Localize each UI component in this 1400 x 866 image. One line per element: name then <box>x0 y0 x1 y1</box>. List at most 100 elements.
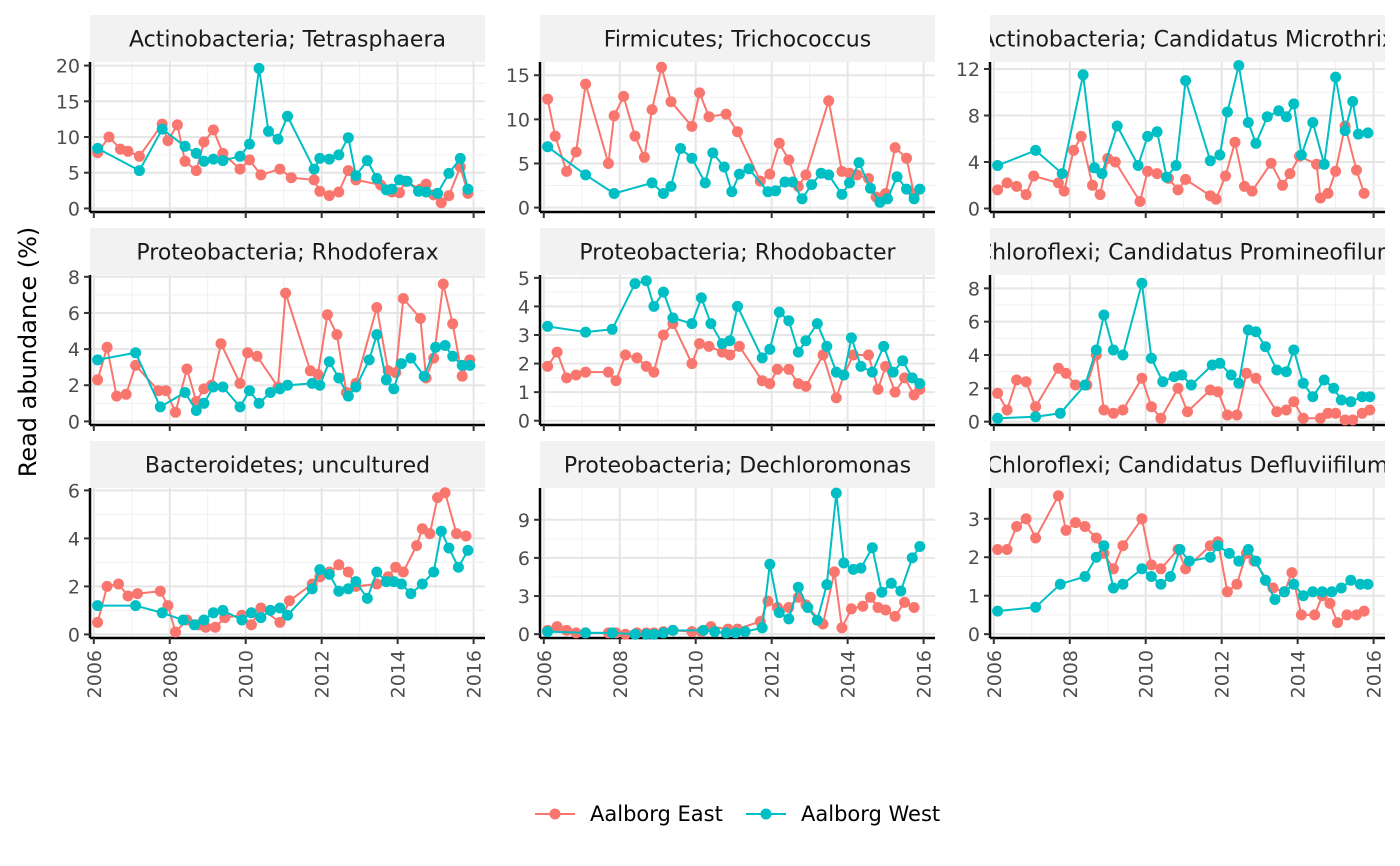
data-point <box>906 552 918 564</box>
data-point <box>350 576 362 588</box>
data-point <box>1335 394 1347 406</box>
data-point <box>133 150 145 162</box>
data-point <box>783 315 795 327</box>
data-point <box>443 542 455 554</box>
series-line <box>997 492 1365 625</box>
data-point <box>914 541 926 552</box>
data-point <box>1221 106 1233 118</box>
data-point <box>570 146 582 158</box>
data-point <box>542 360 554 372</box>
data-point <box>1352 128 1364 140</box>
data-point <box>170 626 181 638</box>
data-point <box>838 369 850 381</box>
data-point <box>823 95 835 107</box>
y-tick-label: 8 <box>968 105 980 127</box>
data-point <box>1155 412 1167 424</box>
y-tick-label: 5 <box>518 153 530 175</box>
data-point <box>306 583 318 595</box>
y-tick-label: 0 <box>968 199 980 221</box>
data-point <box>1335 582 1347 594</box>
data-point <box>380 374 392 386</box>
data-point <box>274 602 286 614</box>
data-point <box>640 360 652 372</box>
data-point <box>756 622 768 634</box>
y-tick-label: 4 <box>68 528 80 550</box>
data-point <box>1030 411 1042 423</box>
series-line <box>546 67 916 199</box>
data-point <box>1250 372 1262 384</box>
data-point <box>694 87 705 99</box>
y-tick-label: 20 <box>56 56 80 78</box>
data-point <box>342 583 354 595</box>
data-point <box>561 624 573 636</box>
data-point <box>188 619 200 631</box>
data-point <box>1280 111 1292 123</box>
data-point <box>435 525 447 537</box>
data-point <box>773 607 785 619</box>
data-point <box>1070 379 1081 391</box>
data-point <box>397 566 409 578</box>
data-point <box>897 355 909 367</box>
data-point <box>1136 513 1148 525</box>
data-point <box>1339 125 1351 137</box>
data-point <box>864 182 876 194</box>
data-point <box>561 165 573 177</box>
data-point <box>350 381 362 393</box>
data-point <box>245 607 257 619</box>
data-point <box>451 528 462 540</box>
data-point <box>889 610 901 622</box>
data-point <box>1225 369 1237 381</box>
data-point <box>1229 136 1241 148</box>
data-point <box>686 318 698 330</box>
data-point <box>405 588 417 600</box>
data-point <box>855 360 867 372</box>
data-point <box>1028 170 1040 182</box>
data-point <box>648 366 660 378</box>
panel-3: Actinobacteria; Candidatus Microthrix 0 4 8… <box>956 15 1385 221</box>
data-point <box>314 185 326 197</box>
data-point <box>602 158 614 169</box>
data-point <box>686 152 698 164</box>
data-point <box>1288 396 1300 408</box>
data-point <box>103 131 115 143</box>
data-point <box>1020 513 1032 525</box>
x-tick-label: 2012 <box>1212 650 1234 698</box>
data-point <box>618 90 630 102</box>
panel-9: Chloroflexi; Candidatus Defluviifilum 0 1 2… <box>968 441 1386 698</box>
data-point <box>253 62 265 74</box>
data-point <box>1117 578 1129 590</box>
data-point <box>255 612 267 624</box>
data-point <box>648 628 660 640</box>
data-point <box>853 157 865 169</box>
data-point <box>1070 517 1081 529</box>
data-point <box>1145 352 1157 364</box>
data-point <box>1054 578 1066 590</box>
series-line <box>997 543 1368 613</box>
data-point <box>743 163 755 175</box>
legend-key-point <box>760 808 772 820</box>
data-point <box>855 562 867 574</box>
y-tick-label: 3 <box>518 586 530 608</box>
data-point <box>1117 349 1129 361</box>
data-point <box>255 602 267 614</box>
data-point <box>1011 521 1023 532</box>
data-point <box>889 386 901 398</box>
data-point <box>156 123 168 135</box>
data-point <box>92 374 104 386</box>
data-point <box>1318 374 1330 386</box>
data-point <box>179 387 191 398</box>
data-point <box>836 188 848 200</box>
data-point <box>657 286 669 298</box>
data-point <box>580 169 592 181</box>
data-point <box>1056 168 1068 180</box>
data-point <box>730 627 742 639</box>
data-point <box>160 385 172 397</box>
y-tick-label: 0 <box>68 198 80 220</box>
data-point <box>198 397 210 409</box>
panel-strip <box>90 228 485 275</box>
series-aalborg-east <box>992 120 1370 207</box>
data-point <box>1079 379 1091 391</box>
y-tick-label: 6 <box>518 548 530 570</box>
y-tick-label: 0 <box>968 412 980 434</box>
data-point <box>1090 344 1102 356</box>
